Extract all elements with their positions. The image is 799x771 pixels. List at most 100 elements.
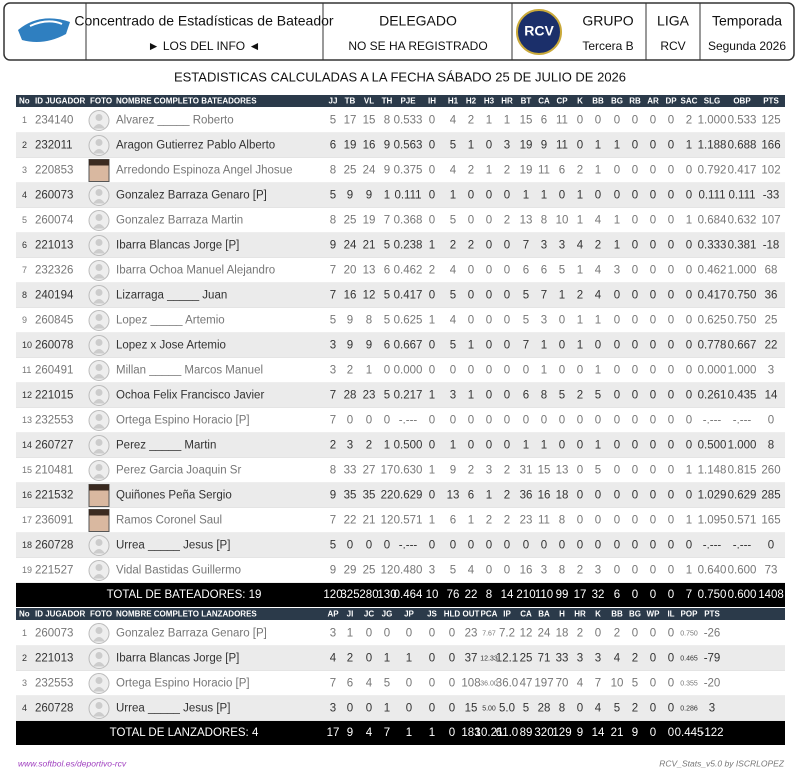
stat-cell: 16 [344, 290, 357, 302]
stat-cell: 0 [614, 515, 620, 527]
total-cell: 0 [668, 589, 674, 601]
stat-cell: 0 [523, 415, 529, 427]
total-cell: 7 [686, 589, 692, 601]
stat-cell: 0 [429, 703, 435, 715]
stat-cell: 2 [366, 440, 372, 452]
stat-cell: 7.67 [482, 630, 496, 637]
stat-cell: 3 [595, 653, 601, 665]
stat-cell: 1 [577, 265, 583, 277]
stat-cell: 0.500 [394, 440, 423, 452]
stat-cell: 8 [559, 565, 565, 577]
placeholder-head [95, 314, 103, 321]
stat-cell: 25 [363, 565, 376, 577]
stat-cell: 0 [650, 165, 656, 177]
stat-cell: 7 [330, 390, 336, 402]
stat-cell: 0 [668, 365, 674, 377]
league-logo-text: RCV [524, 23, 554, 39]
stat-cell: 23 [520, 515, 533, 527]
stat-cell: -26 [704, 628, 721, 640]
column-header: K [577, 97, 583, 106]
stat-cell: 0 [686, 390, 692, 402]
stat-cell: 1 [559, 290, 565, 302]
stat-cell: 0.750 [728, 290, 757, 302]
player-id: 234140 [35, 115, 73, 127]
total-cell: 9 [577, 727, 583, 739]
stat-cell: 0 [450, 415, 456, 427]
stat-cell: 1 [384, 190, 390, 202]
stat-cell: 0 [595, 628, 601, 640]
stat-cell: 0 [650, 115, 656, 127]
stat-cell: 1.000 [698, 115, 727, 127]
total-cell: 1 [406, 727, 412, 739]
stat-cell: 0.417 [698, 290, 727, 302]
placeholder-body [93, 449, 105, 454]
stat-cell: 0 [384, 365, 390, 377]
stat-cell: 3 [709, 703, 715, 715]
placeholder-body [93, 299, 105, 304]
stat-cell: -.--- [703, 415, 722, 427]
column-header: JC [364, 610, 374, 619]
stat-cell: 3 [614, 265, 620, 277]
footer-link[interactable]: www.softbol.es/deportivo-rcv [18, 758, 127, 768]
column-header: FOTO [90, 610, 112, 619]
stat-cell: 1 [595, 165, 601, 177]
stat-cell: 28 [344, 390, 357, 402]
stat-cell: 0 [347, 540, 353, 552]
stat-cell: 0 [595, 415, 601, 427]
column-header: ID JUGADOR [35, 97, 85, 106]
stat-cell: 0 [686, 240, 692, 252]
stat-cell: 8 [330, 465, 336, 477]
stat-cell: 0.333 [698, 240, 727, 252]
stat-cell: 0.286 [680, 705, 698, 712]
stat-cell: 12 [520, 628, 533, 640]
column-header: RB [629, 97, 641, 106]
stat-cell: 5 [450, 565, 456, 577]
stat-cell: 0 [429, 115, 435, 127]
column-header: JI [347, 610, 354, 619]
stat-cell: 31 [520, 465, 533, 477]
placeholder-head [95, 414, 103, 421]
stat-cell: 1 [686, 215, 692, 227]
stat-cell: 9 [541, 140, 547, 152]
stat-cell: 0 [384, 628, 390, 640]
stat-cell: 0 [486, 290, 492, 302]
placeholder-body [93, 374, 105, 379]
total-cell: 0 [449, 727, 455, 739]
stat-cell: 2 [330, 440, 336, 452]
stat-cell: 7 [523, 340, 529, 352]
placeholder-body [93, 124, 105, 129]
stat-cell: 1 [686, 140, 692, 152]
stat-cell: -79 [704, 653, 721, 665]
stat-cell: 15 [363, 115, 376, 127]
player-name: Ibarra Blancas Jorge [P] [116, 240, 239, 252]
stat-cell: 1 [577, 190, 583, 202]
stat-cell: 5 [523, 703, 529, 715]
total-cell: 0 [650, 727, 656, 739]
table-row [16, 308, 785, 333]
stat-cell: 16 [520, 565, 533, 577]
stat-cell: 1 [468, 340, 474, 352]
stat-cell: 1 [541, 190, 547, 202]
stat-cell: 0 [429, 365, 435, 377]
stat-cell: 15 [465, 703, 478, 715]
stat-cell: 0 [595, 340, 601, 352]
total-cell: 0 [668, 727, 674, 739]
stat-cell: 9 [347, 190, 353, 202]
player-name: Ortega Espino Horacio [P] [116, 678, 250, 690]
stat-cell: 6 [541, 115, 547, 127]
stat-cell: 5 [384, 315, 390, 327]
column-header: ID JUGADOR [35, 610, 85, 619]
stat-cell: 3 [541, 565, 547, 577]
placeholder-body [93, 274, 105, 279]
stat-cell: 15 [538, 465, 551, 477]
stat-cell: 0 [650, 140, 656, 152]
stat-cell: 16 [363, 140, 376, 152]
player-id: 260074 [35, 215, 74, 227]
stat-cell: 166 [761, 140, 780, 152]
total-cell: 76 [447, 589, 460, 601]
player-name: Ibarra Ochoa Manuel Alejandro [116, 265, 275, 277]
stat-cell: 9 [384, 140, 390, 152]
player-id: 260727 [35, 440, 73, 452]
stat-cell: 0 [632, 365, 638, 377]
